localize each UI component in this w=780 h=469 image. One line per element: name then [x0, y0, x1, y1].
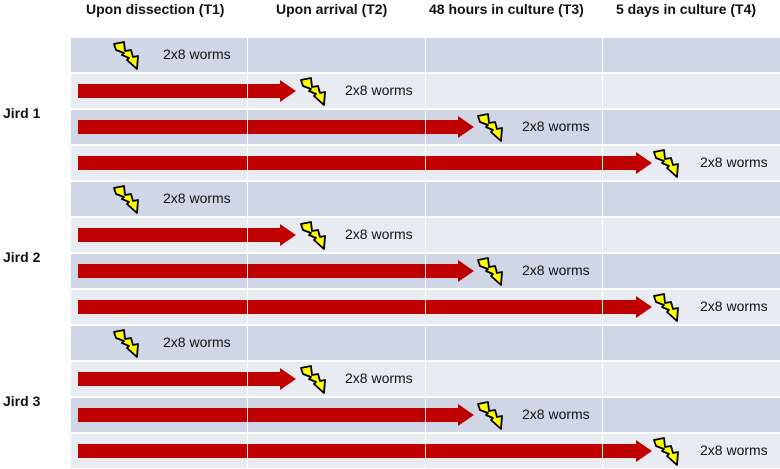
- worm-count-label: 2x8 worms: [345, 226, 413, 242]
- worm-count-label: 2x8 worms: [163, 190, 231, 206]
- arrow-right-icon: [78, 80, 296, 102]
- worm-count-label: 2x8 worms: [700, 298, 768, 314]
- lightning-bolt-icon: [653, 437, 679, 466]
- header-t4: 5 days in culture (T4): [616, 1, 757, 17]
- column-divider: [247, 36, 248, 469]
- group-label-jird-3: Jird 3: [3, 393, 41, 409]
- lightning-bolt-icon: [653, 293, 679, 322]
- arrow-right-icon: [78, 296, 652, 318]
- group-label-jird-2: Jird 2: [3, 249, 41, 265]
- arrow-right-icon: [78, 152, 652, 174]
- header-t1: Upon dissection (T1): [86, 1, 225, 17]
- worm-count-label: 2x8 worms: [163, 46, 231, 62]
- worm-count-label: 2x8 worms: [522, 262, 590, 278]
- lightning-bolt-icon: [113, 329, 139, 358]
- lightning-bolt-icon: [300, 221, 326, 250]
- arrow-right-icon: [78, 224, 296, 246]
- lightning-bolt-icon: [300, 77, 326, 106]
- column-divider: [425, 36, 426, 469]
- group-label-jird-1: Jird 1: [3, 105, 41, 121]
- worm-count-label: 2x8 worms: [345, 370, 413, 386]
- lightning-bolt-icon: [300, 365, 326, 394]
- arrow-right-icon: [78, 116, 474, 138]
- worm-count-label: 2x8 worms: [700, 154, 768, 170]
- lightning-bolt-icon: [653, 149, 679, 178]
- lightning-bolt-icon: [477, 113, 503, 142]
- arrow-right-icon: [78, 260, 474, 282]
- arrow-right-icon: [78, 440, 652, 462]
- worm-count-label: 2x8 worms: [163, 334, 231, 350]
- lightning-bolt-icon: [113, 41, 139, 70]
- lightning-bolt-icon: [477, 401, 503, 430]
- arrow-right-icon: [78, 404, 474, 426]
- arrow-right-icon: [78, 368, 296, 390]
- worm-count-label: 2x8 worms: [345, 82, 413, 98]
- column-divider: [602, 36, 603, 469]
- worm-count-label: 2x8 worms: [522, 406, 590, 422]
- header-t2: Upon arrival (T2): [276, 1, 388, 17]
- worm-count-label: 2x8 worms: [522, 118, 590, 134]
- worm-count-label: 2x8 worms: [700, 442, 768, 458]
- header-t3: 48 hours in culture (T3): [429, 1, 584, 17]
- lightning-bolt-icon: [477, 257, 503, 286]
- lightning-bolt-icon: [113, 185, 139, 214]
